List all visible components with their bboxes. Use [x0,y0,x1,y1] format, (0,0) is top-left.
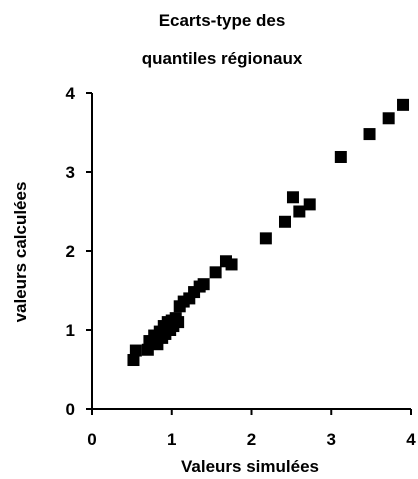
x-axis-label: Valeurs simulées [181,457,319,476]
data-point [363,128,376,141]
data-point [334,150,347,163]
data-point [127,354,140,367]
data-point [225,258,238,271]
y-tick-label: 1 [66,321,75,340]
data-point [209,266,222,279]
y-tick-label: 3 [66,163,75,182]
data-point [286,191,299,204]
chart-title-line-2: quantiles régionaux [142,49,303,68]
x-tick-label: 4 [406,430,416,449]
x-tick-label: 1 [167,430,176,449]
data-point [397,98,410,111]
y-tick-label: 2 [66,242,75,261]
data-point [278,215,291,228]
x-tick-label: 2 [247,430,256,449]
data-point [382,112,395,125]
y-tick-label: 4 [66,84,76,103]
data-point [293,205,306,218]
data-point [197,278,210,291]
data-point [129,344,142,357]
x-tick-label: 3 [327,430,336,449]
data-point [172,316,185,329]
data-point [303,198,316,211]
y-tick-label: 0 [66,400,75,419]
x-tick-label: 0 [87,430,96,449]
chart-title-line-1: Ecarts-type des [159,11,286,30]
y-axis-label: valeurs calculées [11,182,30,323]
data-point [259,232,272,245]
plot-area: 0 1 2 3 4 0 1 2 3 4 [66,84,417,449]
